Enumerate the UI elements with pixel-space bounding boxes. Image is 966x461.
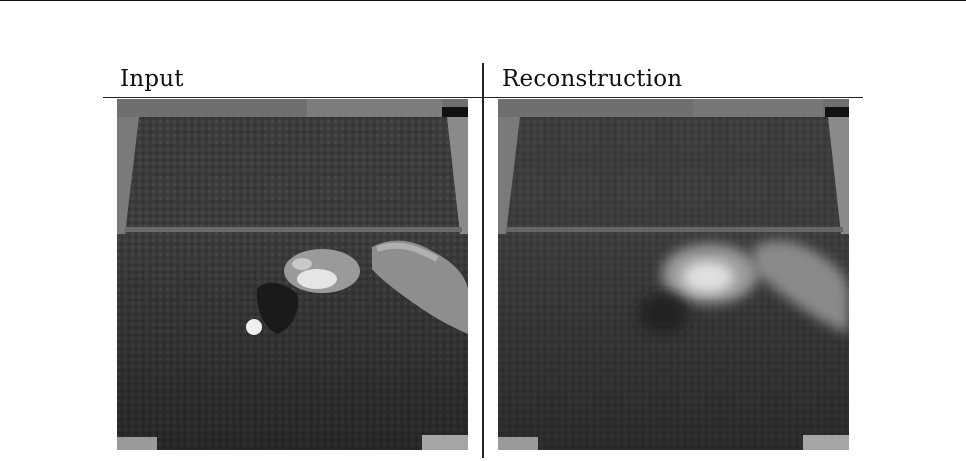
input-image: [117, 99, 468, 450]
input-column-label: Input: [120, 66, 184, 92]
top-rule: [0, 0, 966, 1]
reconstruction-column-label: Reconstruction: [502, 66, 683, 92]
reconstruction-image: [498, 99, 849, 450]
column-divider: [482, 63, 484, 458]
